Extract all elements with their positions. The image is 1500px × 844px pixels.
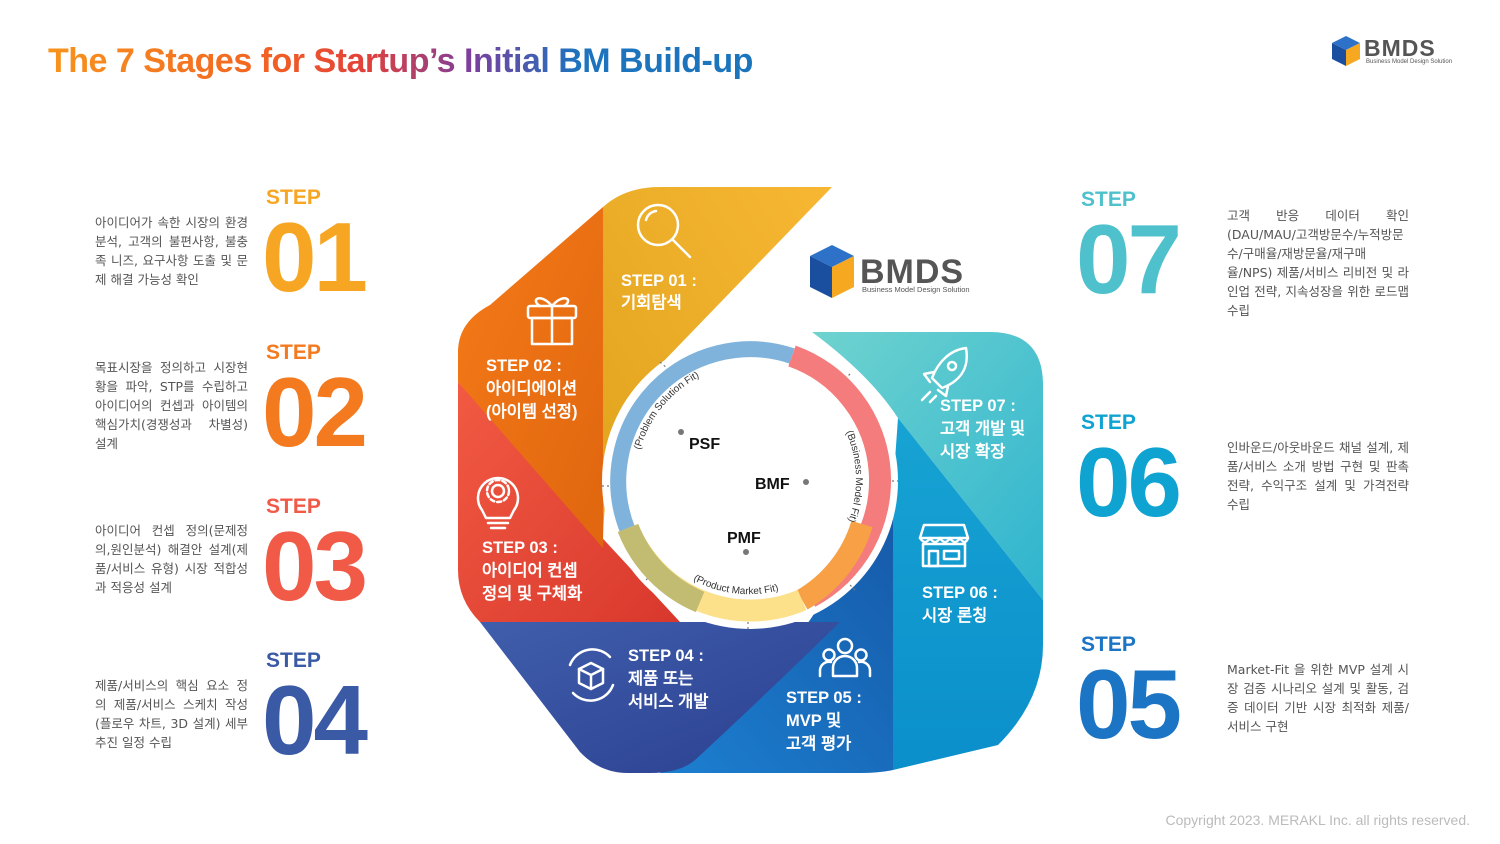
segment-01-line2: 기회탐색 xyxy=(621,293,682,312)
segment-06-title: STEP 06 : xyxy=(922,584,998,602)
step-03-label: STEP xyxy=(266,495,321,518)
bmf-ring-overlap xyxy=(796,520,873,610)
step-06-number: 06 xyxy=(1076,427,1182,537)
segment-04-line2: 제품 또는 xyxy=(628,669,693,688)
step-06-description: 인바운드/아웃바운드 채널 설계, 제품/서비스 소개 방법 구현 및 판촉 전… xyxy=(1227,440,1409,512)
copyright-notice: Copyright 2023. MERAKL Inc. all rights r… xyxy=(1165,812,1470,828)
search-icon xyxy=(636,203,692,259)
step-01-label: STEP xyxy=(266,186,321,209)
step-04-label: STEP xyxy=(266,649,321,672)
segment-step-06 xyxy=(893,418,1043,770)
step-06-label: STEP xyxy=(1081,411,1136,434)
step-02-label: STEP xyxy=(266,341,321,364)
step-07-number: 07 xyxy=(1076,204,1182,314)
psf-ring xyxy=(610,341,795,535)
step-03-description: 아이디어 컨셉 정의(문제정의,원인분석) 해결안 설계(제품/서비스 유형) … xyxy=(95,523,248,595)
segment-07-title: STEP 07 : xyxy=(940,397,1016,415)
segment-02-title: STEP 02 : xyxy=(486,357,562,375)
psf-label: PSF xyxy=(689,436,720,453)
step-07-description: 고객 반응 데이터 확인(DAU/MAU/고객방문수/누적방문수/구매율/재방문… xyxy=(1227,208,1409,318)
segment-03-line2: 아이디어 컨셉 xyxy=(482,561,578,580)
center-disc xyxy=(602,333,898,629)
segment-04-line3: 서비스 개발 xyxy=(628,692,708,711)
step-05-description: Market-Fit 을 위한 MVP 설계 시장 검증 시나리오 설계 및 활… xyxy=(1227,662,1409,734)
segment-step-07 xyxy=(812,332,1043,600)
lightbulb-gear-icon xyxy=(476,476,520,530)
gift-icon xyxy=(526,297,578,346)
segment-02-line2: 아이디에이션 xyxy=(486,379,577,398)
rocket-icon xyxy=(920,346,969,404)
page-title: The 7 Stages for Startup’s Initial BM Bu… xyxy=(48,42,753,80)
store-icon xyxy=(918,523,970,568)
step-05-label: STEP xyxy=(1081,633,1136,656)
cube-cycle-icon xyxy=(568,648,615,702)
segment-07-line2: 고객 개발 및 xyxy=(940,419,1025,438)
cube-logo-icon xyxy=(1332,36,1360,66)
segment-05-line3: 고객 평가 xyxy=(786,734,851,753)
segment-05-title: STEP 05 : xyxy=(786,689,862,707)
step-05-number: 05 xyxy=(1076,649,1182,759)
segment-step-02 xyxy=(458,207,603,548)
pmf-psf-overlap xyxy=(617,523,705,613)
stage-cycle-diagram: (Problem Solution Fit) (Business Model F… xyxy=(458,187,1043,773)
segment-step-04 xyxy=(480,622,840,773)
segment-05-line2: MVP 및 xyxy=(786,711,841,730)
segment-03-title: STEP 03 : xyxy=(482,539,558,557)
step-02-description: 목표시장을 정의하고 시장현황을 파악, STP를 수립하고 아이디어의 컨셉과… xyxy=(95,360,248,451)
pmf-label: PMF xyxy=(727,530,761,547)
segment-step-01 xyxy=(603,187,832,548)
segment-03-line3: 정의 및 구체화 xyxy=(482,584,582,603)
bmf-label: BMF xyxy=(755,476,790,493)
logo-subtitle: Business Model Design Solution xyxy=(1366,59,1453,65)
step-04-number: 04 xyxy=(262,665,368,775)
segment-01-title: STEP 01 : xyxy=(621,272,697,290)
segment-06-line2: 시장 론칭 xyxy=(922,606,987,625)
segment-step-05 xyxy=(660,488,893,773)
step-07-label: STEP xyxy=(1081,188,1136,211)
step-04-description: 제품/서비스의 핵심 요소 정의 제품/서비스 스케치 작성(플로우 차트, 3… xyxy=(95,678,248,750)
step-03-number: 03 xyxy=(262,511,368,621)
step-01-number: 01 xyxy=(262,202,368,312)
segment-02-line3: (아이템 선정) xyxy=(486,402,577,421)
segment-04-title: STEP 04 : xyxy=(628,647,704,665)
people-icon xyxy=(818,637,872,678)
center-logo-subtitle: Business Model Design Solution xyxy=(862,285,970,294)
logo-name: BMDS xyxy=(1364,35,1436,61)
brand-logo: BMDS Business Model Design Solution xyxy=(1330,34,1452,68)
step-02-number: 02 xyxy=(262,357,368,467)
segment-07-line3: 시장 확장 xyxy=(940,442,1005,461)
step-01-description: 아이디어가 속한 시장의 환경분석, 고객의 불편사항, 불충족 니즈, 요구사… xyxy=(95,215,248,287)
center-brand-logo: BMDS Business Model Design Solution xyxy=(810,245,970,298)
center-logo-name: BMDS xyxy=(860,253,964,291)
